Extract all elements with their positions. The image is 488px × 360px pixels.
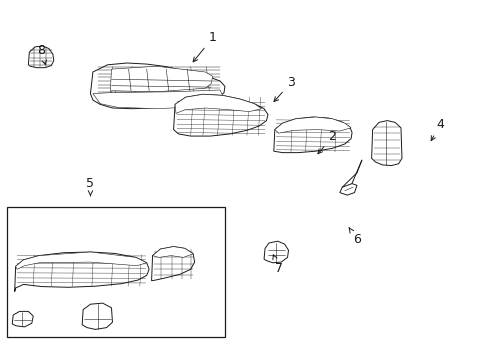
Polygon shape xyxy=(93,90,222,109)
Text: 4: 4 xyxy=(430,118,443,141)
Polygon shape xyxy=(273,117,351,153)
Polygon shape xyxy=(90,63,224,109)
Polygon shape xyxy=(16,252,146,269)
Text: 3: 3 xyxy=(273,76,294,102)
Polygon shape xyxy=(152,247,193,257)
Polygon shape xyxy=(264,241,288,263)
Polygon shape xyxy=(175,94,261,113)
Bar xyxy=(7,207,224,337)
Polygon shape xyxy=(15,252,149,292)
Polygon shape xyxy=(173,94,267,136)
Text: 8: 8 xyxy=(38,44,46,65)
Text: 1: 1 xyxy=(193,31,216,62)
Polygon shape xyxy=(371,121,401,166)
Polygon shape xyxy=(28,46,54,68)
Text: 5: 5 xyxy=(86,177,94,196)
Polygon shape xyxy=(82,303,112,329)
Polygon shape xyxy=(151,247,194,281)
Text: 6: 6 xyxy=(348,228,360,246)
Text: 2: 2 xyxy=(317,130,336,154)
Polygon shape xyxy=(339,184,356,195)
Polygon shape xyxy=(12,311,33,327)
Polygon shape xyxy=(110,66,212,97)
Text: 7: 7 xyxy=(272,255,282,275)
Polygon shape xyxy=(274,117,350,133)
